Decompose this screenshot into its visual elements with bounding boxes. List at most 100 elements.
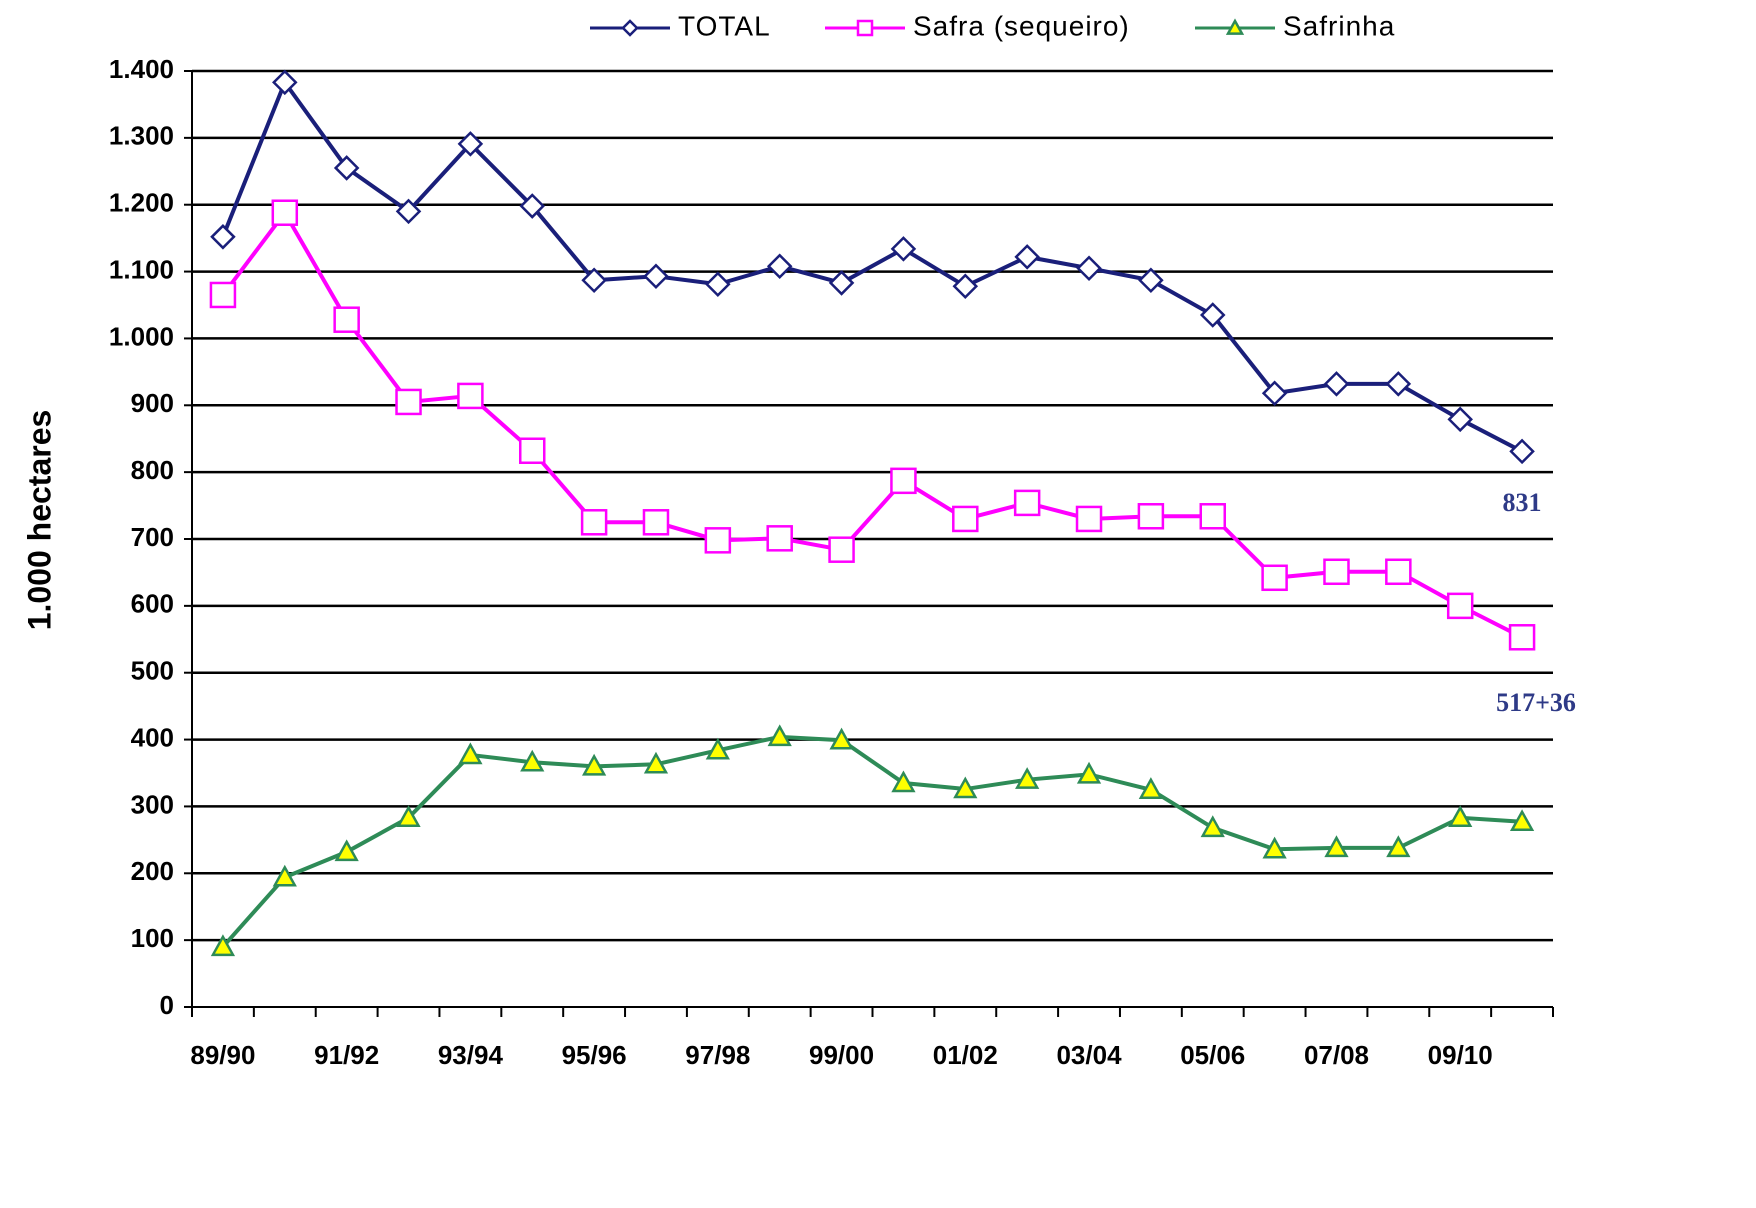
marker: [766, 525, 793, 552]
annotation: 517+36: [1496, 688, 1576, 717]
y-tick-label: 500: [131, 656, 174, 686]
legend-label: Safrinha: [1283, 10, 1395, 41]
x-tick-label: 07/08: [1304, 1040, 1369, 1070]
marker: [1014, 244, 1040, 270]
marker: [953, 776, 978, 799]
marker: [952, 505, 979, 533]
marker: [1199, 302, 1226, 328]
marker: [1138, 267, 1164, 294]
y-tick-label: 1.400: [109, 54, 174, 84]
marker: [705, 271, 731, 298]
marker: [1448, 805, 1473, 828]
marker: [210, 934, 236, 957]
marker: [891, 770, 916, 793]
x-tick-label: 97/98: [685, 1040, 750, 1070]
y-tick-label: 0: [160, 990, 174, 1020]
marker: [395, 388, 422, 416]
marker: [1446, 592, 1474, 620]
marker: [519, 193, 546, 219]
x-tick-label: 01/02: [933, 1040, 998, 1070]
marker: [520, 749, 545, 772]
marker: [271, 199, 299, 226]
y-tick-label: 800: [131, 455, 174, 485]
marker: [333, 155, 360, 181]
marker: [890, 467, 917, 495]
marker: [1262, 836, 1287, 859]
marker: [1509, 438, 1535, 465]
marker: [1199, 503, 1226, 530]
marker: [209, 281, 237, 309]
x-tick-label: 09/10: [1428, 1040, 1493, 1070]
marker: [1138, 777, 1164, 799]
marker: [458, 742, 483, 765]
marker: [952, 273, 979, 300]
marker: [705, 737, 730, 760]
marker: [210, 224, 236, 250]
marker: [1323, 558, 1350, 586]
marker: [1015, 767, 1040, 789]
marker: [457, 382, 484, 410]
x-tick-label: 91/92: [314, 1040, 379, 1070]
y-tick-label: 1.100: [109, 254, 174, 284]
marker: [767, 724, 792, 747]
marker: [828, 536, 855, 563]
annotation: 831: [1503, 488, 1542, 517]
marker: [1075, 505, 1103, 533]
series-line: [221, 734, 1523, 949]
marker: [829, 727, 854, 750]
marker: [766, 253, 793, 279]
marker: [643, 751, 669, 774]
marker: [1385, 558, 1412, 586]
x-tick-label: 03/04: [1056, 1040, 1122, 1070]
marker: [333, 306, 360, 333]
marker: [1200, 815, 1225, 838]
y-tick-label: 900: [131, 388, 174, 418]
marker: [856, 19, 874, 37]
y-tick-label: 1.300: [109, 121, 174, 151]
marker: [519, 437, 546, 464]
marker: [1509, 809, 1535, 832]
marker: [1261, 564, 1288, 592]
y-tick-label: 400: [131, 722, 174, 752]
marker: [1137, 503, 1165, 530]
y-tick-label: 300: [131, 789, 174, 819]
marker: [1261, 380, 1288, 407]
marker: [643, 263, 669, 290]
marker: [581, 267, 607, 294]
y-tick-label: 600: [131, 589, 174, 619]
marker: [457, 131, 484, 157]
marker: [1076, 255, 1102, 281]
x-tick-label: 93/94: [438, 1040, 504, 1070]
x-tick-label: 95/96: [562, 1040, 627, 1070]
marker: [642, 509, 670, 536]
x-tick-label: 99/00: [809, 1040, 874, 1070]
series-line: [221, 209, 1523, 640]
y-axis-label: 1.000 hectares: [21, 410, 57, 631]
y-tick-label: 100: [131, 923, 174, 953]
y-tick-label: 1.000: [109, 321, 174, 351]
x-tick-label: 05/06: [1180, 1040, 1245, 1070]
marker: [1323, 371, 1350, 397]
marker: [704, 527, 732, 554]
marker: [1385, 371, 1412, 397]
marker: [1013, 489, 1041, 517]
marker: [1076, 761, 1102, 784]
marker: [621, 19, 639, 37]
marker: [396, 805, 421, 828]
y-tick-label: 200: [131, 856, 174, 886]
x-tick-label: 89/90: [190, 1040, 255, 1070]
marker: [828, 270, 855, 296]
marker: [395, 198, 422, 225]
legend-label: TOTAL: [678, 10, 771, 41]
marker: [581, 753, 607, 776]
marker: [272, 69, 298, 96]
marker: [1386, 835, 1411, 858]
marker: [1225, 18, 1245, 35]
y-tick-label: 1.200: [109, 188, 174, 218]
marker: [272, 864, 297, 887]
marker: [1508, 624, 1536, 651]
y-tick-label: 700: [131, 522, 174, 552]
marker: [1447, 406, 1473, 433]
marker: [1324, 835, 1349, 858]
